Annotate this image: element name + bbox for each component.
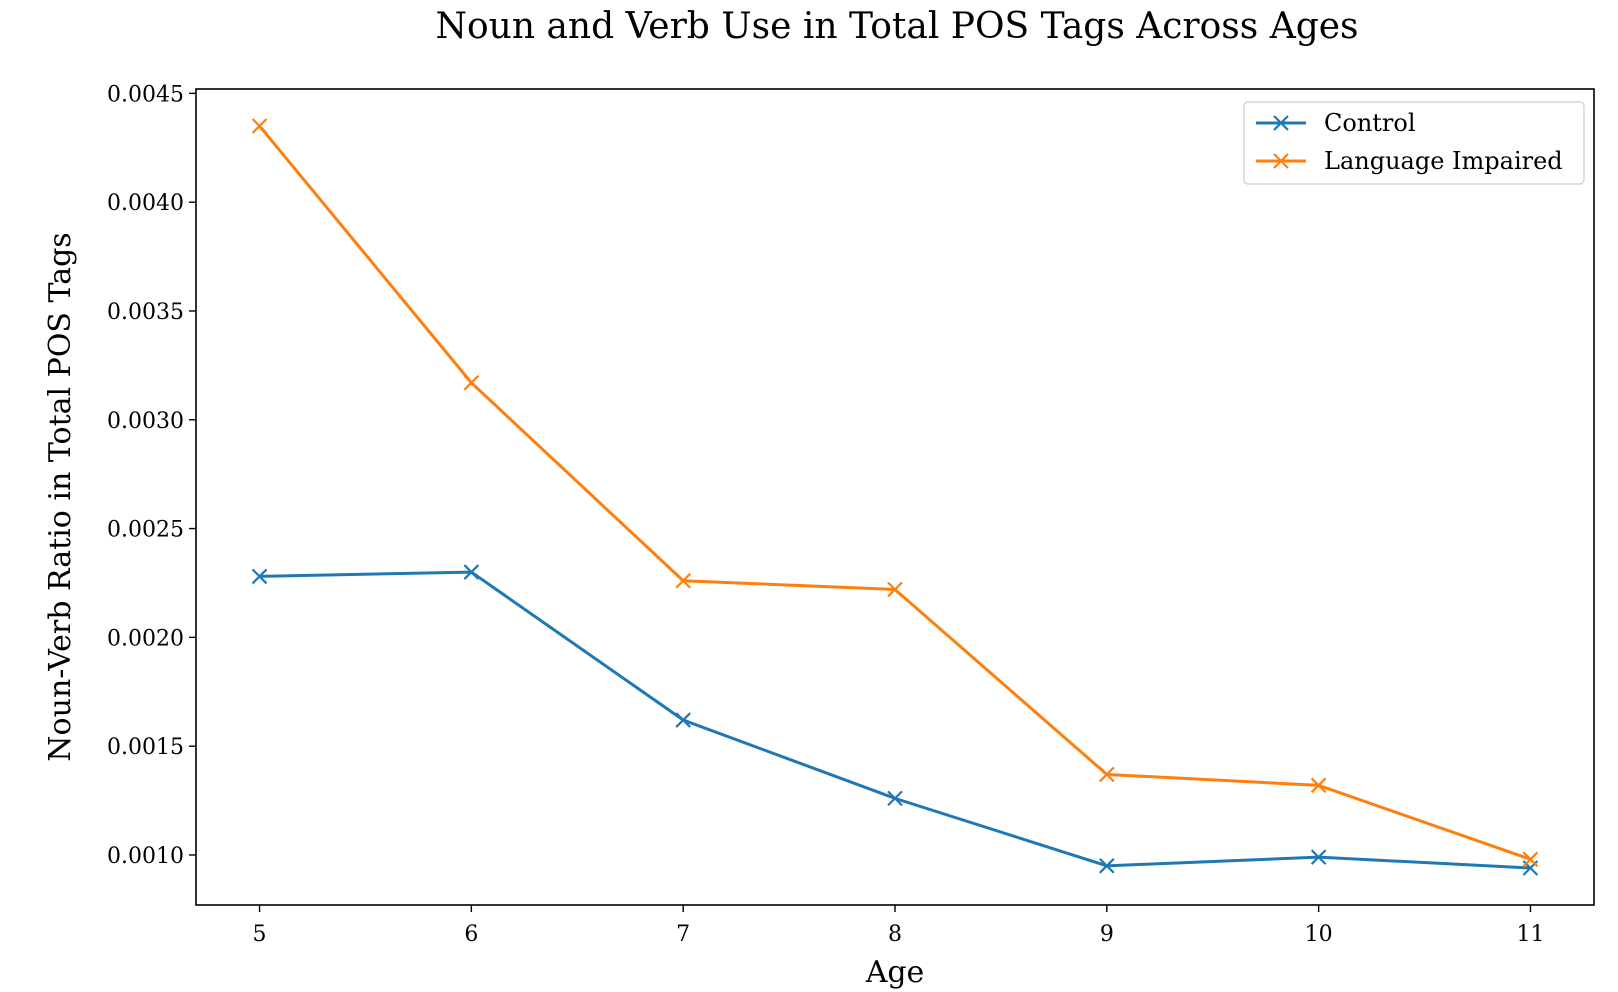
- data-point-language-impaired: [251, 118, 268, 134]
- x-tick-label: 8: [888, 922, 902, 947]
- data-point-language-impaired: [1310, 777, 1327, 794]
- data-point-control: [1099, 858, 1115, 874]
- legend-entry-language-impaired: Language Impaired: [1256, 147, 1563, 175]
- data-point-language-impaired: [887, 581, 903, 598]
- y-tick-label: 0.0035: [107, 300, 184, 325]
- legend-label: Control: [1324, 109, 1416, 137]
- legend-entry-control: Control: [1256, 109, 1416, 137]
- y-tick-label: 0.0020: [107, 626, 184, 651]
- data-point-control: [463, 564, 480, 580]
- y-tick-label: 0.0045: [107, 82, 184, 107]
- data-point-language-impaired: [1099, 766, 1115, 783]
- data-point-control: [675, 712, 691, 728]
- data-point-control: [251, 568, 268, 585]
- x-tick-label: 5: [253, 922, 267, 947]
- plot-area: [251, 118, 1539, 876]
- legend: Control Language Impaired: [1243, 101, 1585, 185]
- series-line-language-impaired: [258, 125, 1531, 861]
- x-tick-label: 6: [464, 922, 478, 947]
- y-tick-label: 0.0025: [107, 518, 184, 543]
- series-line-control: [259, 570, 1531, 870]
- data-point-language-impaired: [1522, 851, 1539, 868]
- x-tick-label: 9: [1100, 922, 1114, 947]
- y-tick-label: 0.0040: [107, 191, 184, 216]
- x-axis-label: Age: [865, 955, 925, 990]
- y-tick-label: 0.0010: [107, 844, 184, 869]
- y-axis: 0.0010 0.0015 0.0020 0.0025 0.0030 0.0035 0.00…: [107, 82, 196, 869]
- data-point-language-impaired: [463, 374, 480, 391]
- legend-box: [1243, 101, 1585, 185]
- x-tick-label: 10: [1305, 922, 1333, 947]
- y-tick-label: 0.0015: [107, 735, 184, 760]
- x-tick-label: 7: [676, 922, 690, 947]
- data-point-language-impaired: [675, 572, 691, 589]
- data-point-control: [887, 790, 903, 807]
- plot-frame: [195, 88, 1595, 906]
- x-axis: 5 6 7 8 9 10 11: [253, 905, 1544, 947]
- x-tick-label: 11: [1516, 922, 1544, 947]
- y-tick-label: 0.0030: [107, 409, 184, 434]
- legend-label: Language Impaired: [1324, 147, 1563, 175]
- data-point-control: [1310, 849, 1327, 865]
- y-axis-label: Noun-Verb Ratio in Total POS Tags: [43, 232, 78, 761]
- chart-title: Noun and Verb Use in Total POS Tags Acro…: [435, 6, 1358, 47]
